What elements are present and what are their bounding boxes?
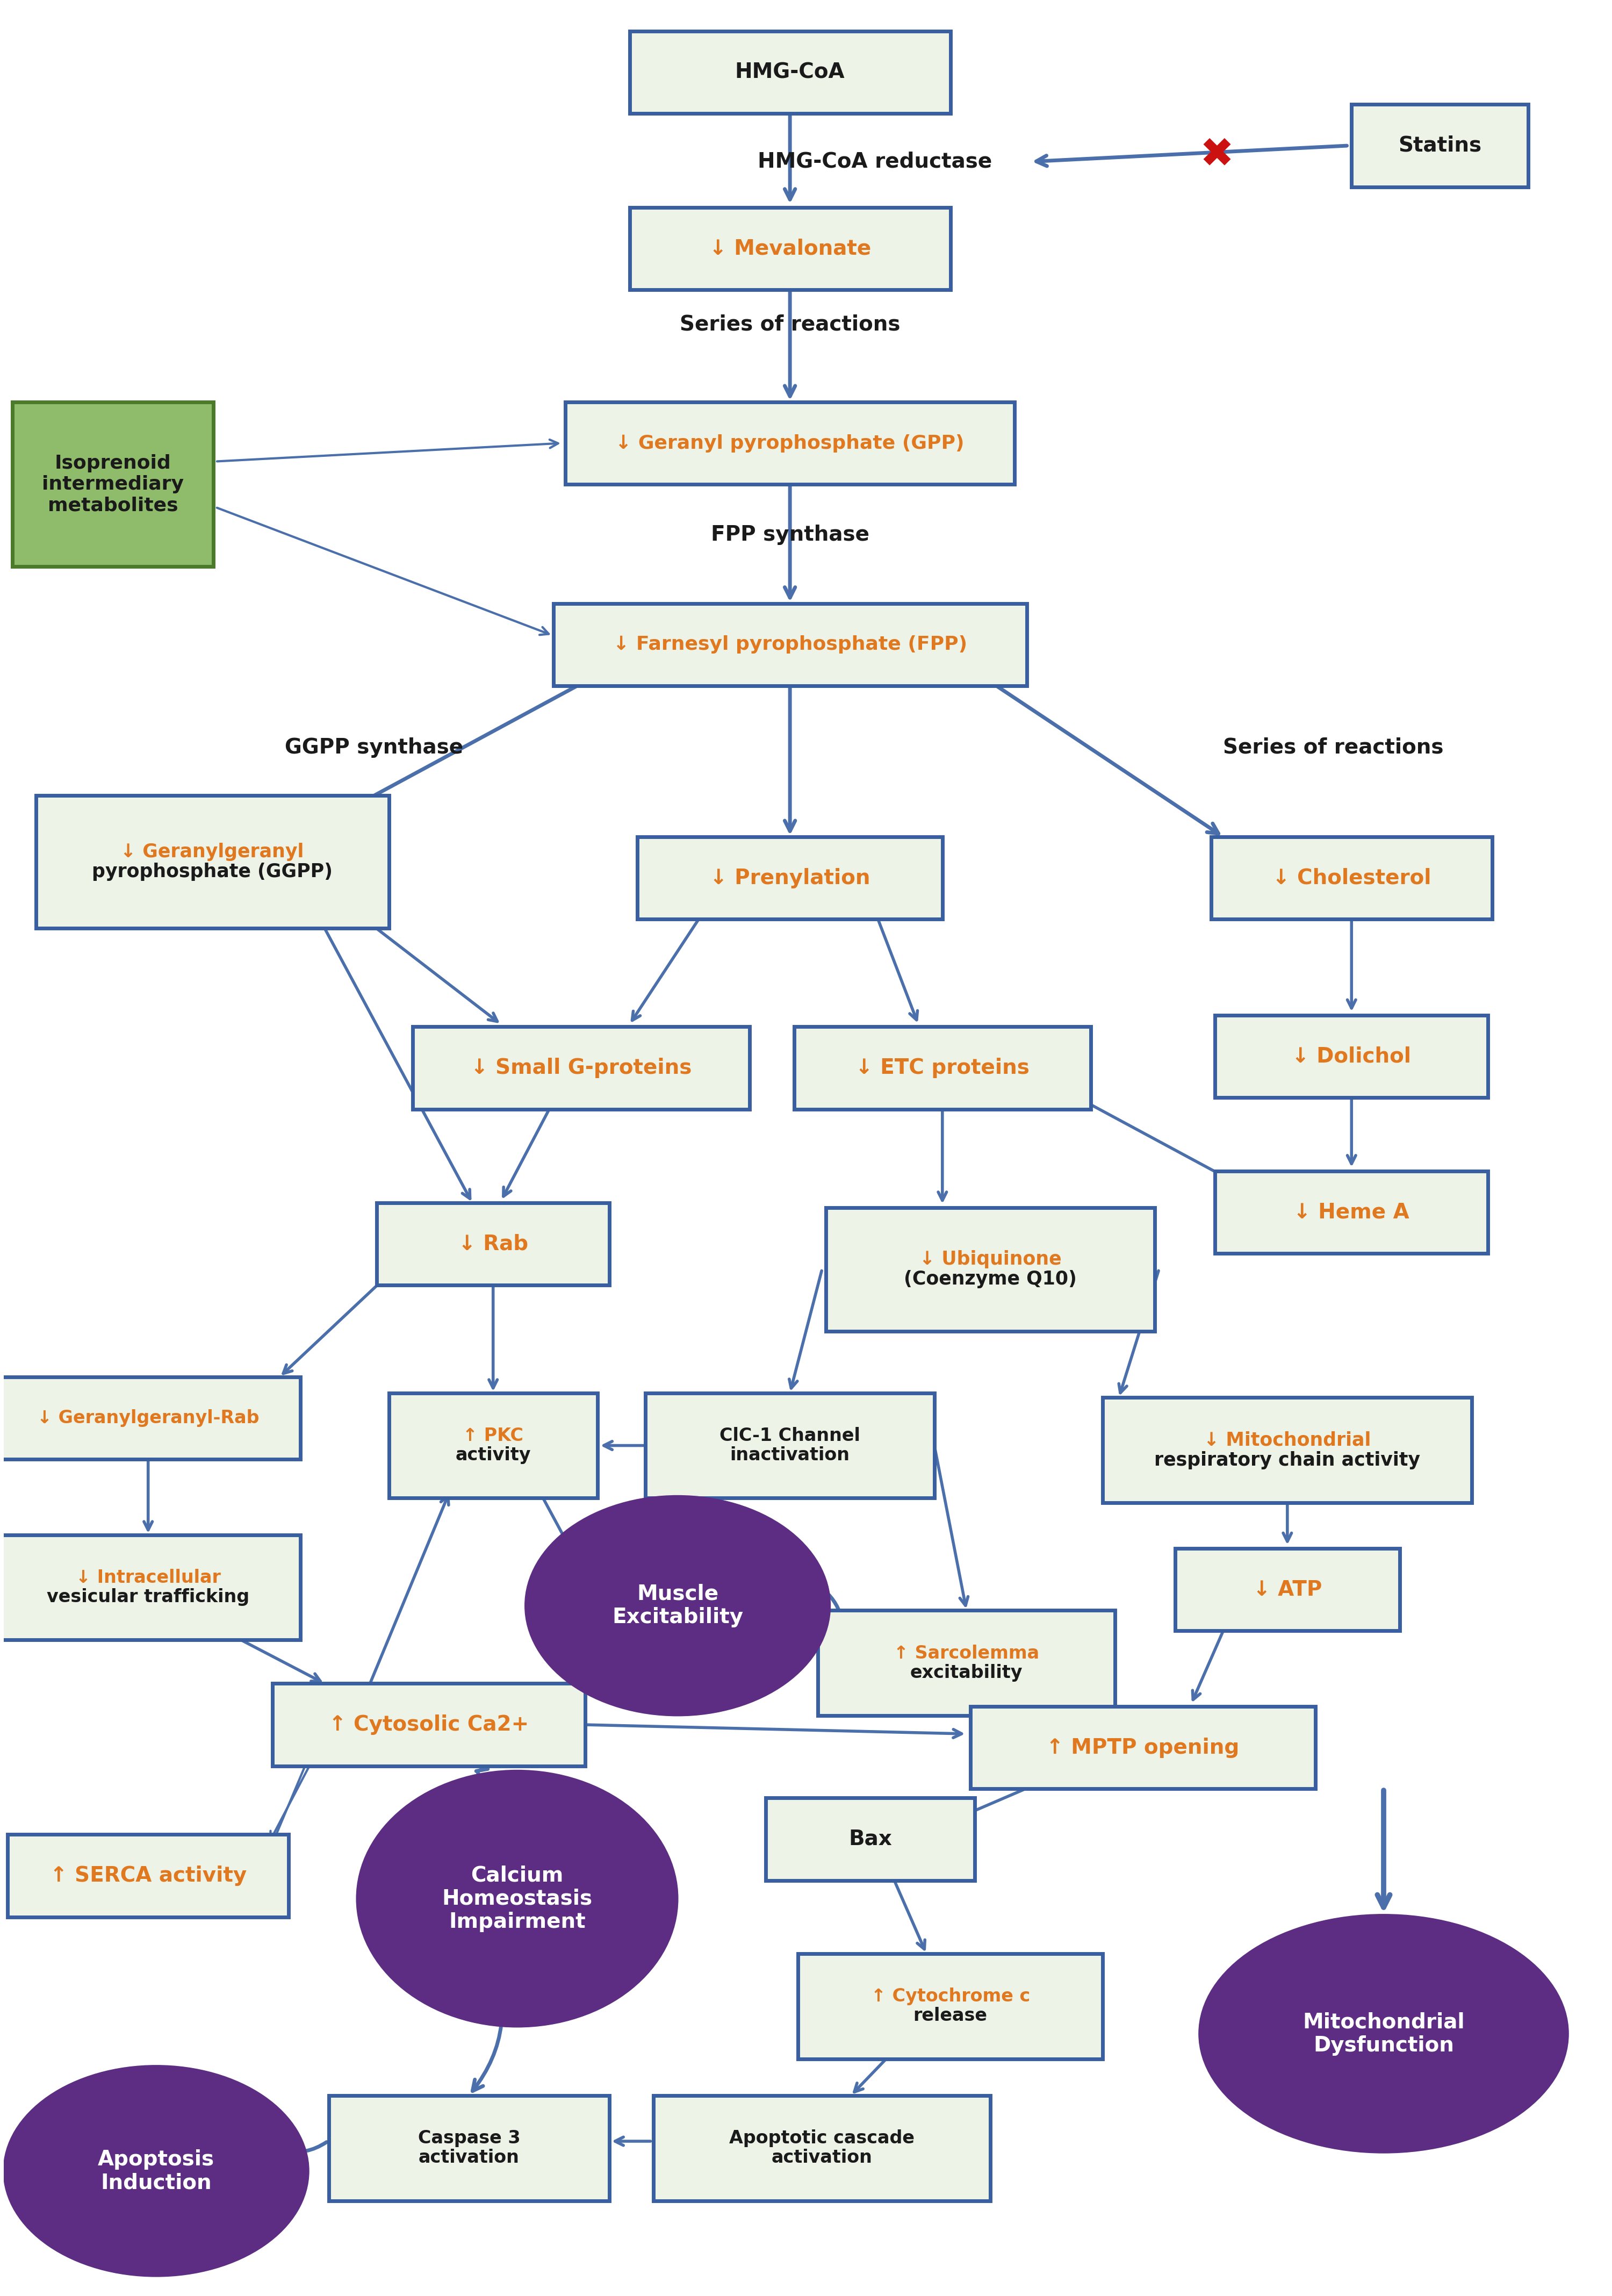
FancyBboxPatch shape — [766, 1798, 975, 1880]
Text: ↓ Geranyl pyrophosphate (GPP): ↓ Geranyl pyrophosphate (GPP) — [616, 434, 964, 452]
Text: Calcium: Calcium — [471, 1864, 564, 1885]
FancyBboxPatch shape — [798, 1954, 1103, 2060]
FancyBboxPatch shape — [795, 1026, 1091, 1109]
Ellipse shape — [526, 1497, 830, 1715]
FancyBboxPatch shape — [630, 207, 951, 289]
Text: excitability: excitability — [911, 1665, 1022, 1681]
Text: ↓ Geranylgeranyl: ↓ Geranylgeranyl — [121, 843, 305, 861]
FancyBboxPatch shape — [630, 32, 951, 113]
Text: Series of reactions: Series of reactions — [1224, 737, 1444, 758]
FancyBboxPatch shape — [0, 1378, 300, 1460]
Text: inactivation: inactivation — [730, 1446, 850, 1465]
FancyBboxPatch shape — [817, 1609, 1116, 1715]
Text: Impairment: Impairment — [448, 1913, 585, 1933]
Text: ↑ PKC: ↑ PKC — [463, 1428, 524, 1444]
FancyBboxPatch shape — [553, 604, 1027, 687]
Text: ↑ Sarcolemma: ↑ Sarcolemma — [893, 1644, 1040, 1662]
Text: ↓ Dolichol: ↓ Dolichol — [1291, 1047, 1410, 1068]
FancyBboxPatch shape — [8, 1835, 289, 1917]
Text: ↑ Cytosolic Ca2+: ↑ Cytosolic Ca2+ — [329, 1715, 529, 1736]
Text: ↓ ETC proteins: ↓ ETC proteins — [856, 1058, 1030, 1079]
FancyBboxPatch shape — [377, 1203, 609, 1286]
FancyBboxPatch shape — [637, 836, 943, 918]
FancyBboxPatch shape — [35, 797, 388, 928]
Text: Series of reactions: Series of reactions — [680, 315, 899, 335]
FancyBboxPatch shape — [413, 1026, 750, 1109]
Text: ↓ Farnesyl pyrophosphate (FPP): ↓ Farnesyl pyrophosphate (FPP) — [613, 636, 967, 654]
Text: GGPP synthase: GGPP synthase — [285, 737, 463, 758]
Text: ↑ SERCA activity: ↑ SERCA activity — [50, 1867, 247, 1885]
Text: Apoptosis: Apoptosis — [98, 2149, 214, 2170]
Text: Excitability: Excitability — [613, 1607, 743, 1628]
FancyBboxPatch shape — [1215, 1171, 1488, 1254]
Text: Isoprenoid: Isoprenoid — [55, 455, 171, 473]
Text: Induction: Induction — [100, 2172, 211, 2193]
FancyBboxPatch shape — [970, 1706, 1315, 1789]
Text: HMG-CoA reductase: HMG-CoA reductase — [758, 152, 993, 172]
Text: ↑ MPTP opening: ↑ MPTP opening — [1046, 1738, 1240, 1759]
FancyBboxPatch shape — [329, 2096, 609, 2202]
Text: ↑ Cytochrome c: ↑ Cytochrome c — [870, 1988, 1030, 2004]
Text: Muscle: Muscle — [637, 1584, 719, 1605]
Text: Statins: Statins — [1398, 135, 1481, 156]
Ellipse shape — [356, 1770, 677, 2027]
FancyBboxPatch shape — [0, 1534, 300, 1639]
Text: Dysfunction: Dysfunction — [1314, 2034, 1454, 2055]
FancyBboxPatch shape — [388, 1394, 598, 1499]
Text: vesicular trafficking: vesicular trafficking — [47, 1589, 250, 1605]
Text: Apoptotic cascade: Apoptotic cascade — [729, 2131, 914, 2147]
Text: activation: activation — [772, 2149, 872, 2167]
Text: ↓ Heme A: ↓ Heme A — [1293, 1201, 1409, 1221]
Text: Homeostasis: Homeostasis — [442, 1887, 593, 1908]
Text: ↓ Small G-proteins: ↓ Small G-proteins — [471, 1058, 692, 1079]
FancyBboxPatch shape — [653, 2096, 990, 2202]
Text: ↓ Geranylgeranyl-Rab: ↓ Geranylgeranyl-Rab — [37, 1410, 260, 1426]
FancyBboxPatch shape — [1351, 103, 1528, 186]
Text: ↓ Intracellular: ↓ Intracellular — [76, 1568, 221, 1587]
Text: Mitochondrial: Mitochondrial — [1302, 2011, 1465, 2032]
Text: HMG-CoA: HMG-CoA — [735, 62, 845, 83]
FancyBboxPatch shape — [566, 402, 1014, 484]
Text: Bax: Bax — [848, 1830, 891, 1848]
Text: ↓ Prenylation: ↓ Prenylation — [709, 868, 870, 889]
Text: ↓ Ubiquinone: ↓ Ubiquinone — [919, 1249, 1062, 1267]
Ellipse shape — [3, 2066, 308, 2275]
Text: ↓ Cholesterol: ↓ Cholesterol — [1272, 868, 1431, 889]
FancyBboxPatch shape — [645, 1394, 935, 1499]
Text: ↓ Rab: ↓ Rab — [458, 1233, 529, 1254]
Text: activation: activation — [419, 2149, 519, 2167]
FancyBboxPatch shape — [272, 1683, 585, 1766]
Text: Caspase 3: Caspase 3 — [418, 2131, 521, 2147]
FancyBboxPatch shape — [1175, 1548, 1399, 1630]
Text: (Coenzyme Q10): (Coenzyme Q10) — [904, 1270, 1077, 1288]
Text: metabolites: metabolites — [48, 496, 177, 514]
FancyBboxPatch shape — [1103, 1398, 1472, 1502]
Ellipse shape — [1199, 1915, 1568, 2154]
Text: release: release — [914, 2007, 988, 2025]
FancyBboxPatch shape — [1215, 1015, 1488, 1097]
Text: intermediary: intermediary — [42, 475, 184, 494]
Text: ↓ Mitochondrial: ↓ Mitochondrial — [1204, 1430, 1372, 1449]
FancyBboxPatch shape — [13, 402, 213, 567]
FancyBboxPatch shape — [825, 1208, 1154, 1332]
Text: FPP synthase: FPP synthase — [711, 523, 869, 544]
Text: respiratory chain activity: respiratory chain activity — [1154, 1451, 1420, 1469]
Text: ↓ ATP: ↓ ATP — [1253, 1580, 1322, 1600]
Text: pyrophosphate (GGPP): pyrophosphate (GGPP) — [92, 863, 332, 882]
Text: activity: activity — [455, 1446, 530, 1465]
Text: ↓ Mevalonate: ↓ Mevalonate — [709, 239, 870, 259]
Text: ✖: ✖ — [1199, 135, 1233, 174]
Text: ClC-1 Channel: ClC-1 Channel — [719, 1428, 861, 1444]
FancyBboxPatch shape — [1211, 836, 1493, 918]
